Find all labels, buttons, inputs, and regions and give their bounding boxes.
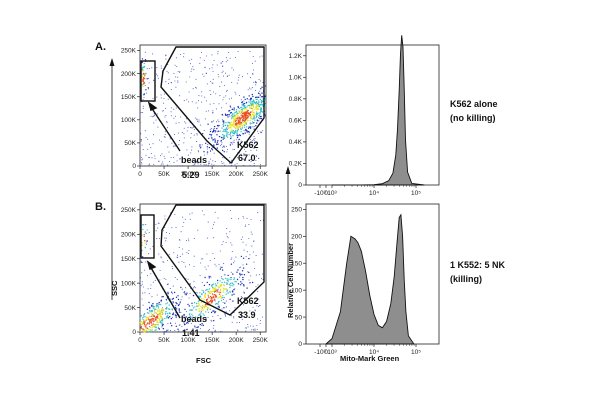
fluorescence-tick-label: 10⁵ <box>411 190 421 197</box>
fluorescence-tick-label: 0 <box>324 190 328 197</box>
fluorescence-tick-label: 10³ <box>327 349 337 356</box>
k562-gate-label-a: K562 <box>237 140 259 150</box>
fsc-tick-label: 150K <box>205 337 221 344</box>
fsc-tick-label: 50K <box>158 171 170 178</box>
count-tick-label: 0 <box>298 182 302 189</box>
ssc-tick-label: 50K <box>124 305 136 312</box>
ssc-tick-label: 0 <box>132 329 136 336</box>
fluorescence-tick-label: -10³ <box>314 349 326 356</box>
count-tick-label: 0.8K <box>289 96 303 103</box>
fsc-tick-label: 200K <box>229 171 245 178</box>
panel-a-side-label-line2: (no killing) <box>450 113 496 123</box>
beads-gate-b <box>140 214 155 259</box>
fsc-tick-label: 100K <box>180 337 196 344</box>
fsc-tick-label: 100K <box>180 171 196 178</box>
beads-arrow-a <box>150 106 181 152</box>
beads-gate-value-b: 1.41 <box>182 328 200 338</box>
histogram-ylabel: Relative Cell Number <box>286 243 295 318</box>
ssc-tick-label: 250K <box>121 48 137 55</box>
k562-gate-label-b: K562 <box>237 296 259 306</box>
count-tick-label: 50 <box>295 314 303 321</box>
fluorescence-tick-label: 10⁴ <box>369 349 379 356</box>
count-tick-label: 100 <box>291 287 302 294</box>
panel-a-letter: A. <box>95 41 106 53</box>
ssc-tick-label: 200K <box>121 231 137 238</box>
beads-gate-a <box>140 60 156 102</box>
panel-b-side-label-line1: 1 K552: 5 NK <box>450 260 506 270</box>
ssc-tick-label: 150K <box>121 256 137 263</box>
ssc-tick-label: 0 <box>132 163 136 170</box>
count-tick-label: 1.0K <box>289 75 303 82</box>
histogram-xlabel: Mito-Mark Green <box>340 354 400 363</box>
fluorescence-tick-label: 10³ <box>327 190 337 197</box>
ssc-tick-label: 100K <box>121 280 137 287</box>
count-tick-label: 150 <box>291 260 302 267</box>
scatter-plot-a: beads 5.29 K562 67.0 0 50K 100K 150K 200K 250… <box>121 44 269 180</box>
beads-gate-label-a: beads <box>181 155 207 165</box>
fluorescence-tick-label: -10³ <box>314 190 326 197</box>
scatter-xlabel: FSC <box>196 356 212 365</box>
count-tick-label: 0.4K <box>289 139 303 146</box>
count-tick-label: 0.6K <box>289 118 303 125</box>
panel-a-side-label-line1: K562 alone <box>450 99 498 109</box>
histogram-b-area <box>324 213 415 345</box>
fsc-tick-label: 250K <box>253 171 269 178</box>
k562-gate-value-a: 67.0 <box>238 153 256 163</box>
k562-gate-value-b: 33.9 <box>238 310 256 320</box>
count-tick-label: 0.2K <box>289 161 303 168</box>
histogram-a-area <box>332 35 425 186</box>
count-tick-label: 0 <box>298 341 302 348</box>
ssc-tick-label: 50K <box>124 140 136 147</box>
fsc-tick-label: 150K <box>205 171 221 178</box>
k562-gate-b <box>160 204 265 316</box>
beads-gate-label-b: beads <box>181 314 207 324</box>
ssc-tick-label: 100K <box>121 117 137 124</box>
count-tick-label: 250 <box>291 207 302 214</box>
beads-arrow-b <box>149 265 181 319</box>
count-tick-label: 200 <box>291 234 302 241</box>
fsc-tick-label: 50K <box>158 337 170 344</box>
scatter-ylabel: SSC <box>110 280 119 296</box>
fluorescence-tick-label: 10⁵ <box>411 349 421 356</box>
fsc-tick-label: 0 <box>138 337 142 344</box>
ssc-tick-label: 250K <box>121 207 137 214</box>
ssc-tick-label: 200K <box>121 71 137 78</box>
k562-gate-a <box>160 46 265 165</box>
count-tick-label: 1.2K <box>289 53 303 60</box>
panel-b-letter: B. <box>95 201 106 213</box>
fluorescence-tick-label: 0 <box>324 349 328 356</box>
fsc-tick-label: 200K <box>229 337 245 344</box>
fluorescence-tick-label: 10⁴ <box>369 190 379 197</box>
fsc-tick-label: 250K <box>253 337 269 344</box>
ssc-tick-label: 150K <box>121 94 137 101</box>
beads-gate-value-a: 5.29 <box>182 170 200 180</box>
scatter-plot-b: beads 1.41 K562 33.9 0 50K 100K 150K 200K 250… <box>121 203 269 344</box>
panel-b-side-label-line2: (killing) <box>450 274 482 284</box>
fsc-tick-label: 0 <box>138 171 142 178</box>
